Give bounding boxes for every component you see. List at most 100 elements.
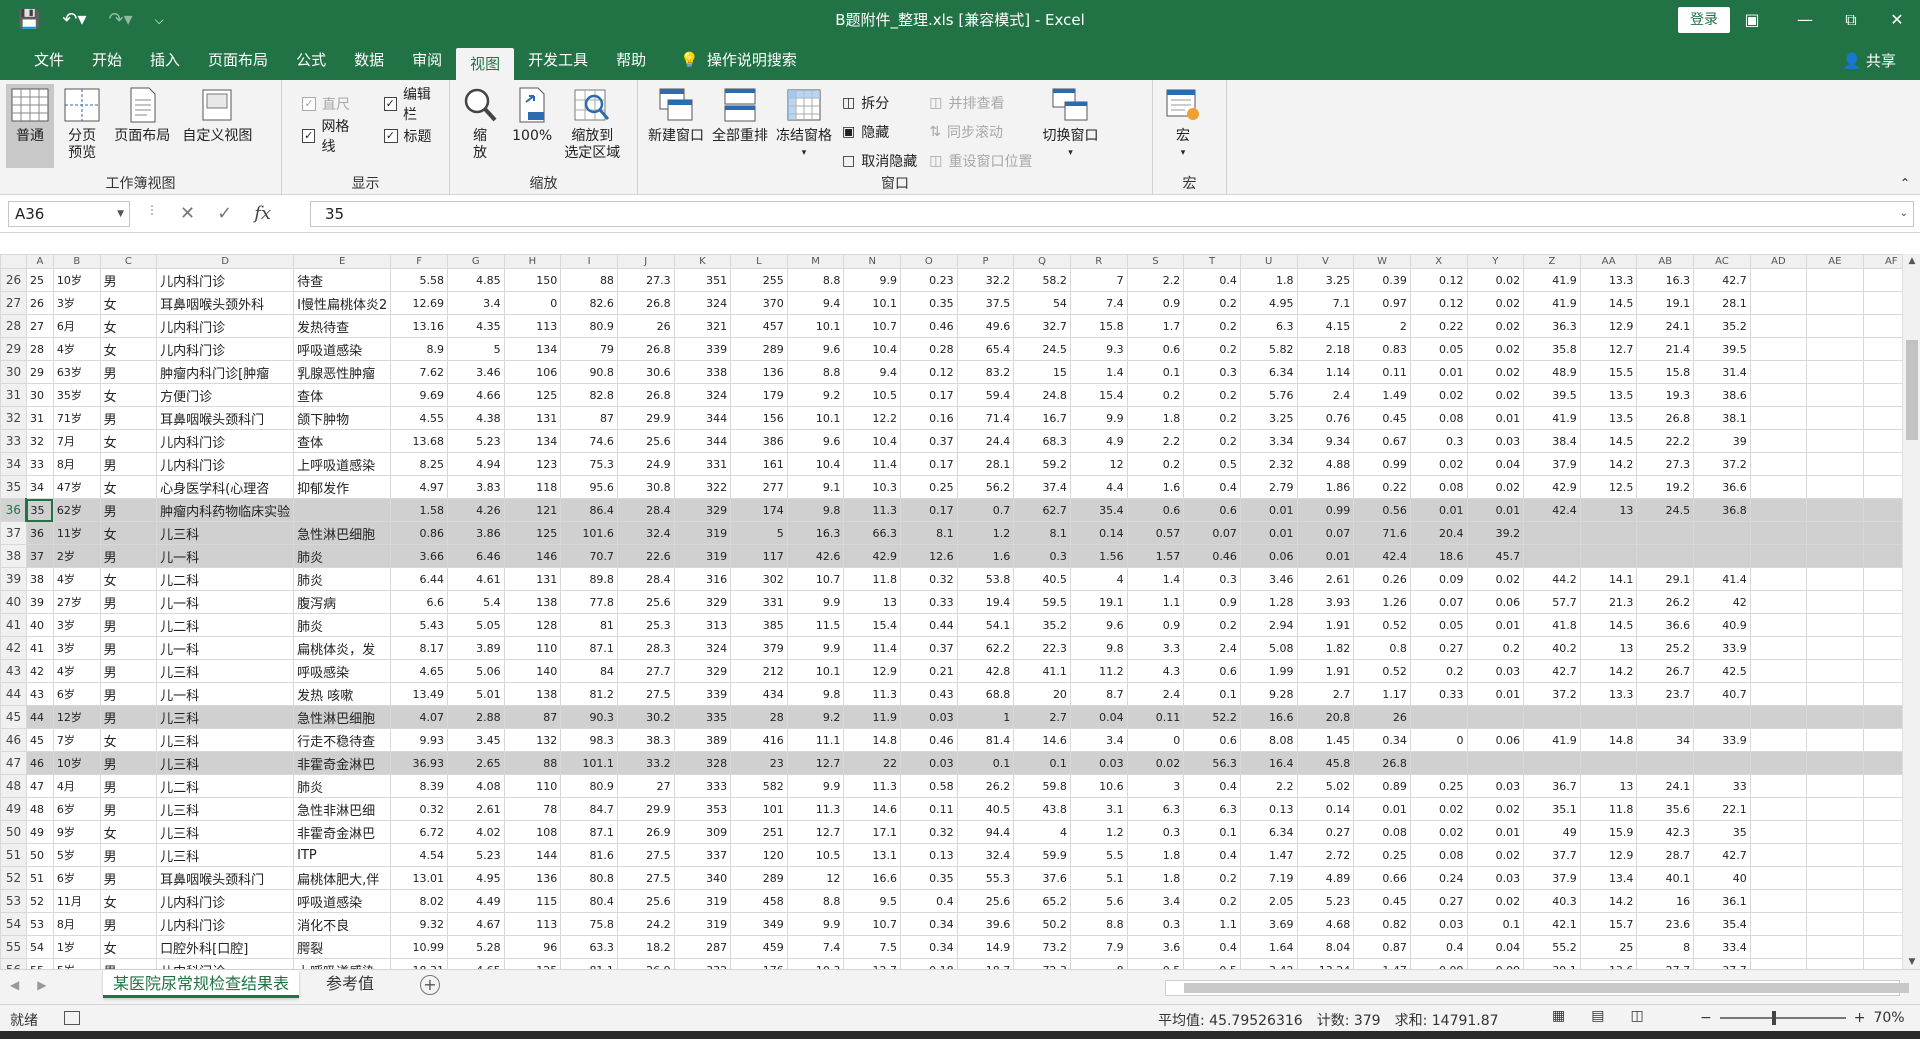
cell[interactable]: 1.57 bbox=[1126, 544, 1185, 568]
cell[interactable]: 11.3 bbox=[843, 774, 902, 798]
cell[interactable] bbox=[1693, 705, 1751, 729]
cell[interactable]: 27.7 bbox=[616, 659, 675, 683]
cell[interactable] bbox=[1749, 820, 1808, 844]
cell[interactable]: 12.7 bbox=[1579, 337, 1638, 361]
column-header[interactable]: A bbox=[25, 254, 54, 269]
cell[interactable]: 33.2 bbox=[616, 751, 675, 775]
cell[interactable]: 10.6 bbox=[1069, 774, 1128, 798]
cell[interactable]: 49 bbox=[25, 820, 54, 844]
cell[interactable] bbox=[1636, 544, 1695, 568]
cell[interactable]: 28.3 bbox=[616, 636, 675, 660]
cell[interactable]: 58.2 bbox=[1013, 268, 1071, 292]
cell[interactable]: 36.93 bbox=[390, 751, 448, 775]
cell[interactable]: 134 bbox=[503, 429, 562, 453]
customize-qat-icon[interactable]: ⌵ bbox=[154, 13, 164, 27]
cell[interactable]: 0.99 bbox=[1353, 452, 1411, 476]
cell[interactable]: 8.25 bbox=[390, 452, 448, 476]
cell[interactable]: 0.08 bbox=[1353, 820, 1411, 844]
cell[interactable]: 13.5 bbox=[1579, 383, 1638, 407]
cell[interactable]: 9.9 bbox=[786, 912, 845, 936]
cell[interactable]: 34 bbox=[1636, 728, 1695, 752]
cell[interactable]: 12.9 bbox=[1579, 314, 1638, 338]
cell[interactable]: 39 bbox=[1693, 429, 1751, 453]
cell[interactable]: 0.03 bbox=[900, 705, 958, 729]
cell[interactable]: 16.7 bbox=[1013, 406, 1071, 430]
cell[interactable]: 0.5 bbox=[1183, 958, 1241, 969]
cell[interactable]: 0.01 bbox=[1466, 682, 1525, 706]
cell[interactable]: 0.4 bbox=[1183, 475, 1241, 499]
cell[interactable]: 上呼吸道感染 bbox=[293, 452, 392, 476]
cell[interactable]: 108 bbox=[503, 820, 562, 844]
cell[interactable]: 2.4 bbox=[1126, 682, 1185, 706]
cell[interactable]: 3.25 bbox=[1239, 406, 1298, 430]
cell[interactable]: 12.6 bbox=[900, 544, 958, 568]
cell[interactable]: 0.99 bbox=[1296, 498, 1355, 522]
cell[interactable]: 9.4 bbox=[843, 360, 902, 384]
cell[interactable]: 6.44 bbox=[390, 567, 448, 591]
cell[interactable]: 8.9 bbox=[390, 337, 448, 361]
cell[interactable]: 0.4 bbox=[900, 889, 958, 913]
cell[interactable]: 328 bbox=[673, 751, 732, 775]
cell[interactable]: 2.72 bbox=[1296, 843, 1355, 867]
cell[interactable]: 0.14 bbox=[1296, 797, 1355, 821]
cell[interactable]: 5.82 bbox=[1239, 337, 1298, 361]
cell[interactable] bbox=[1693, 544, 1751, 568]
cell[interactable]: 54 bbox=[25, 935, 54, 959]
cell[interactable]: 110 bbox=[503, 774, 562, 798]
share-button[interactable]: 👤 共享 bbox=[1843, 50, 1896, 71]
cell[interactable] bbox=[1579, 544, 1638, 568]
insert-function-icon[interactable]: fx bbox=[254, 203, 272, 224]
cell[interactable]: 57.7 bbox=[1523, 590, 1581, 614]
cell[interactable]: 321 bbox=[673, 314, 732, 338]
cell[interactable]: 13.1 bbox=[843, 843, 902, 867]
cell[interactable]: 0.03 bbox=[1466, 774, 1525, 798]
cell[interactable]: 22.1 bbox=[1693, 797, 1751, 821]
cell[interactable]: 0.2 bbox=[1183, 889, 1241, 913]
cell[interactable]: 38 bbox=[25, 567, 54, 591]
cell[interactable]: 男 bbox=[99, 613, 158, 637]
cell[interactable]: 女 bbox=[99, 314, 158, 338]
cell[interactable]: 251 bbox=[730, 820, 788, 844]
cell[interactable]: 289 bbox=[730, 337, 788, 361]
cell[interactable]: 101 bbox=[730, 797, 788, 821]
tab-developer[interactable]: 开发工具 bbox=[528, 51, 589, 69]
cell[interactable] bbox=[1749, 889, 1808, 913]
cell[interactable]: 0.9 bbox=[1126, 291, 1185, 315]
cell[interactable]: 0.17 bbox=[900, 383, 958, 407]
column-header[interactable]: Z bbox=[1523, 254, 1581, 269]
cell[interactable]: 4.26 bbox=[446, 498, 505, 522]
cell[interactable]: 女 bbox=[99, 567, 158, 591]
cell[interactable] bbox=[1749, 958, 1808, 969]
select-all-corner[interactable] bbox=[0, 254, 27, 269]
cell[interactable]: 0.01 bbox=[1239, 498, 1298, 522]
cell[interactable]: 319 bbox=[673, 521, 732, 545]
cell[interactable]: 女 bbox=[99, 820, 158, 844]
cell[interactable]: 14.6 bbox=[843, 797, 902, 821]
cell[interactable]: 41.9 bbox=[1523, 406, 1581, 430]
row-header[interactable]: 36 bbox=[0, 498, 28, 522]
cell[interactable]: 7.4 bbox=[1069, 291, 1128, 315]
cell[interactable]: 19.1 bbox=[1069, 590, 1128, 614]
cell[interactable]: 45 bbox=[25, 728, 54, 752]
cell[interactable] bbox=[1579, 521, 1638, 545]
page-layout-view-icon[interactable]: ▤ bbox=[1591, 1008, 1605, 1024]
cell[interactable]: 0.46 bbox=[900, 314, 958, 338]
cell[interactable]: 0.17 bbox=[900, 498, 958, 522]
cell[interactable]: 0.1 bbox=[956, 751, 1015, 775]
page-layout-view-button[interactable]: 页面布局 bbox=[110, 84, 174, 168]
cell[interactable]: 385 bbox=[730, 613, 788, 637]
cell[interactable]: 4.85 bbox=[446, 268, 505, 292]
cell[interactable]: 0.11 bbox=[1353, 360, 1411, 384]
cell[interactable]: 101.1 bbox=[560, 751, 618, 775]
cell[interactable]: 39.6 bbox=[956, 912, 1015, 936]
cell[interactable] bbox=[1749, 406, 1808, 430]
cell[interactable]: 27.5 bbox=[616, 843, 675, 867]
cell[interactable]: 24.1 bbox=[1636, 774, 1695, 798]
cell[interactable]: 0 bbox=[1126, 728, 1185, 752]
cell[interactable]: 20.4 bbox=[1409, 521, 1468, 545]
cell[interactable]: 86.4 bbox=[560, 498, 618, 522]
cell[interactable]: 62岁 bbox=[52, 498, 101, 522]
cell[interactable]: 174 bbox=[730, 498, 788, 522]
cell[interactable]: 25 bbox=[1579, 935, 1638, 959]
cell[interactable]: 0.1 bbox=[1183, 682, 1241, 706]
